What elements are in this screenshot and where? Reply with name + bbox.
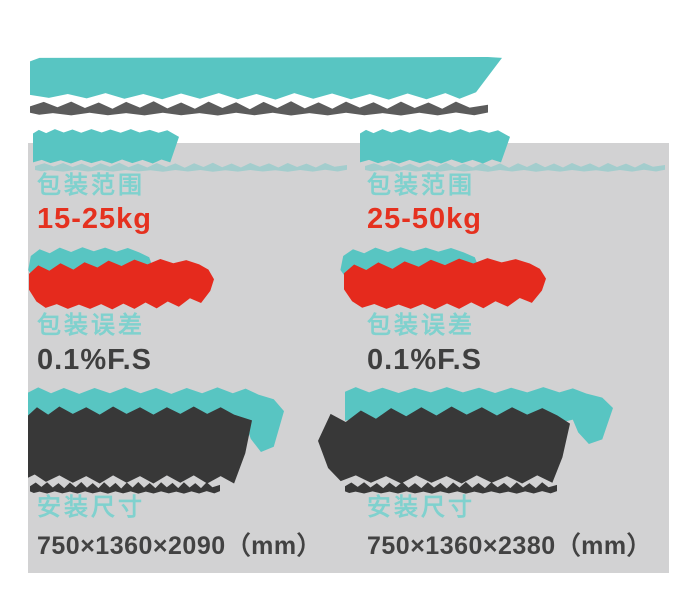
install-size-label-left: 安装尺寸	[37, 494, 145, 521]
model-subtext-blob-right	[365, 162, 665, 172]
speed-value-blob-left	[29, 259, 214, 310]
header-title-blob	[30, 57, 502, 100]
model-badge-blob-right	[360, 129, 510, 164]
dimension-tail-blob-right	[345, 482, 557, 494]
header-subtitle-blob	[30, 101, 488, 116]
packing-range-value-left: 15-25kg	[37, 203, 153, 235]
install-size-label-right: 安装尺寸	[367, 494, 475, 521]
packing-range-label-left: 包装范围	[37, 172, 145, 199]
dimension-text-blob-left	[28, 406, 252, 484]
model-subtext-blob-left	[35, 162, 347, 172]
install-size-value-right: 750×1360×2380（mm）	[367, 532, 653, 560]
packing-error-label-left: 包装误差	[37, 312, 145, 339]
packing-error-value-right: 0.1%F.S	[367, 344, 482, 376]
dimension-tail-blob-left	[30, 482, 220, 494]
packing-error-label-right: 包装误差	[367, 312, 475, 339]
packing-range-value-right: 25-50kg	[367, 203, 483, 235]
spec-panel	[28, 143, 669, 573]
packing-range-label-right: 包装范围	[367, 172, 475, 199]
install-size-value-left: 750×1360×2090（mm）	[37, 532, 323, 560]
dimension-text-blob-right	[318, 406, 570, 484]
speed-value-blob-right	[344, 258, 546, 310]
model-badge-blob-left	[33, 129, 179, 164]
packing-error-value-left: 0.1%F.S	[37, 344, 152, 376]
